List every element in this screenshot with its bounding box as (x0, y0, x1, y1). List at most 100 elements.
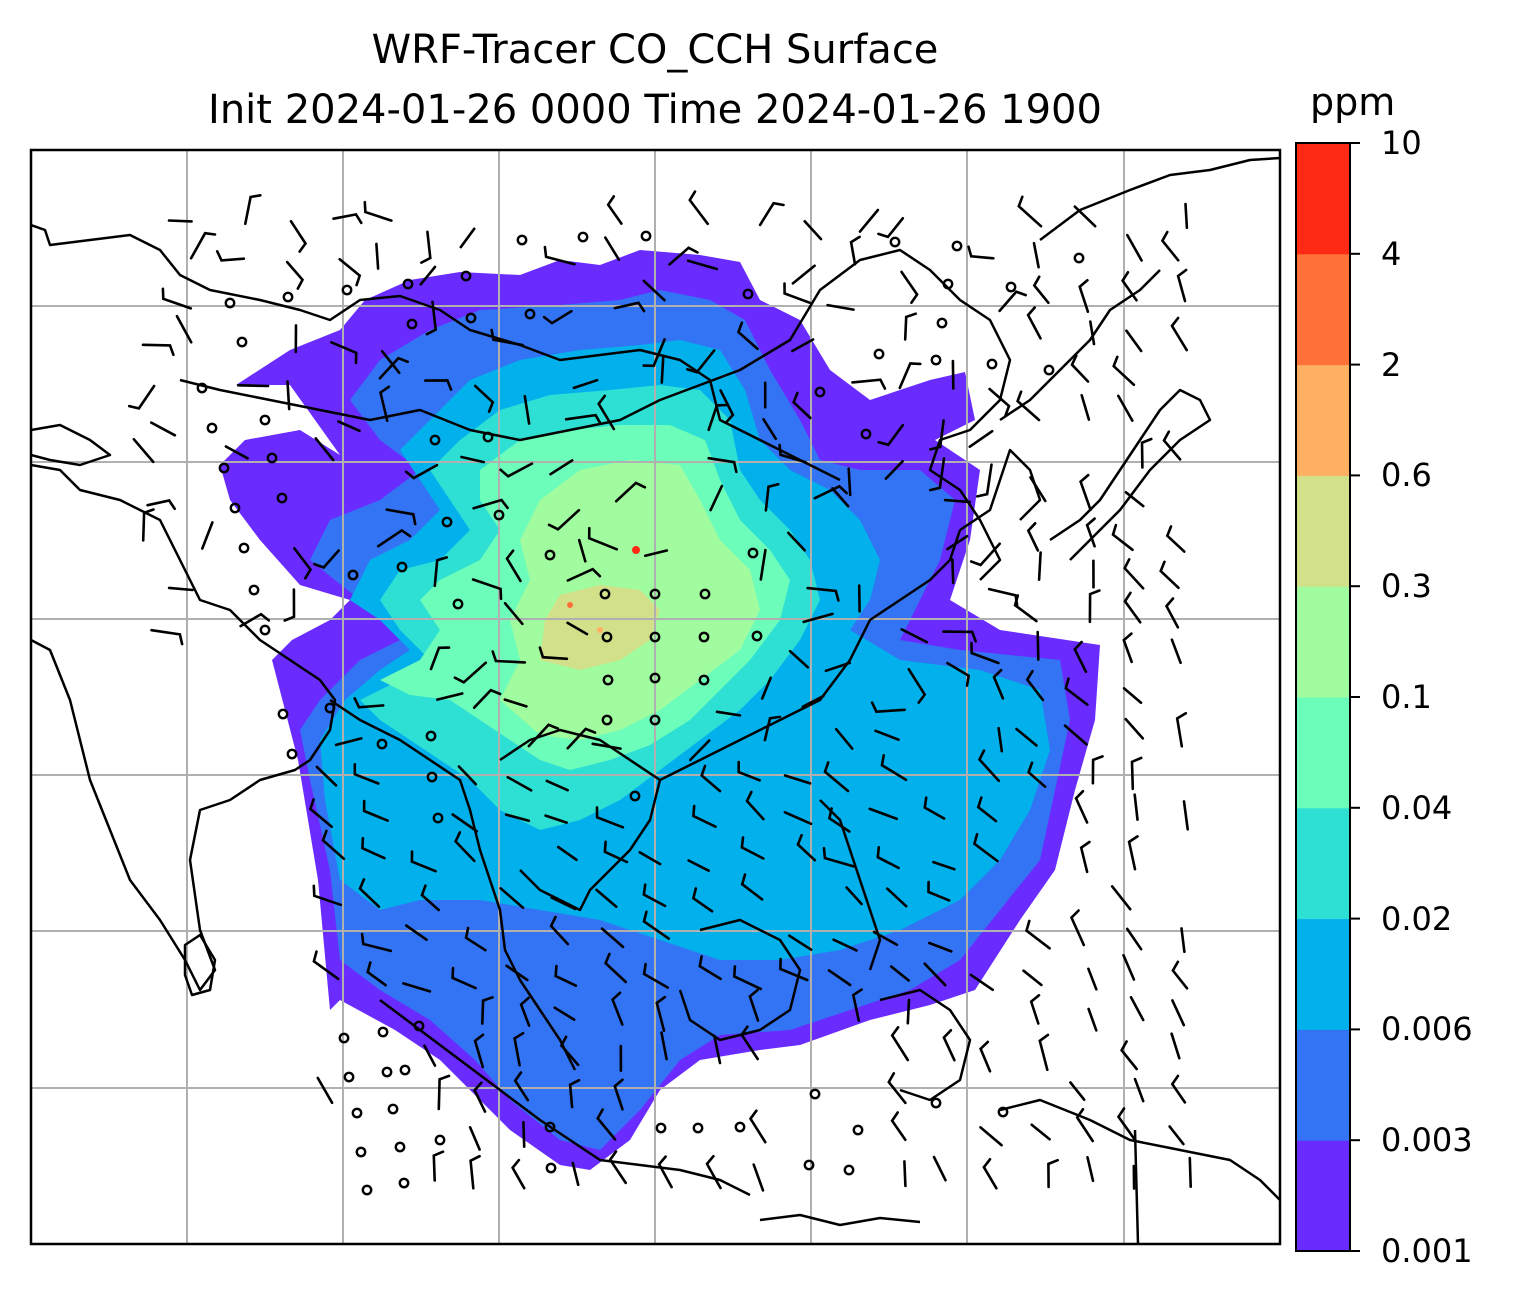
wind-barb (1127, 835, 1139, 871)
wind-barb (375, 242, 380, 270)
wind-barb (1170, 316, 1188, 352)
wind-barb (1030, 1123, 1051, 1141)
wind-barb (1063, 724, 1088, 746)
wind-barb (566, 621, 589, 636)
wind-barb (762, 418, 778, 441)
wind-barb (1130, 756, 1143, 791)
calm-circle (930, 354, 942, 366)
calm-circle (238, 542, 250, 554)
wind-barb (1170, 1032, 1181, 1060)
wind-barb (308, 798, 333, 828)
wind-barb (642, 279, 666, 302)
wind-barb (614, 481, 647, 503)
calm-circle (377, 1026, 389, 1038)
wind-barb (783, 774, 812, 785)
wind-barb (847, 467, 852, 497)
wind-barb (1168, 1125, 1185, 1146)
wind-barb (542, 309, 573, 325)
wind-barb (522, 1120, 526, 1148)
wind-barb (1070, 354, 1090, 383)
wind-barb (1087, 1007, 1098, 1032)
calm-circle (341, 284, 353, 296)
calm-circle (282, 291, 294, 303)
calm-circle (852, 1124, 864, 1136)
wind-barb (826, 303, 855, 311)
wind-barb (1133, 793, 1139, 821)
calm-circle (196, 382, 208, 394)
wind-barb (877, 217, 905, 239)
wind-barb (366, 961, 387, 987)
wind-barb (175, 314, 193, 344)
wind-barb (764, 482, 780, 512)
wind-barb (946, 661, 971, 687)
wind-barb (549, 459, 574, 476)
wind-barb (1160, 230, 1180, 262)
wind-barb (876, 846, 900, 870)
colorbar-segment (1296, 807, 1350, 920)
wind-barb (332, 212, 363, 225)
calm-circle (361, 1184, 373, 1196)
wind-barb (547, 508, 581, 531)
wind-barb (796, 833, 817, 862)
wind-barb (459, 227, 476, 249)
wind-barb (505, 549, 522, 583)
wind-barb (464, 926, 487, 952)
calm-circle (425, 730, 437, 742)
wind-barb (604, 236, 621, 261)
wind-barb (788, 649, 810, 669)
calm-circle (544, 1121, 556, 1133)
calm-circle (398, 1177, 410, 1189)
wind-barb (740, 873, 764, 901)
wind-barb (972, 832, 999, 863)
wind-barb (312, 950, 340, 981)
calm-circle (413, 1020, 425, 1032)
wind-barb (928, 457, 946, 492)
wind-barb (314, 437, 335, 462)
wind-barb (748, 1109, 767, 1144)
calm-circle (860, 428, 872, 440)
wind-barb (655, 995, 667, 1032)
wind-barb (404, 924, 428, 941)
wind-barb (1079, 473, 1092, 512)
wind-barb (473, 1033, 485, 1069)
wind-barb (293, 547, 313, 580)
wind-barb (613, 301, 646, 313)
wind-barb (877, 423, 905, 447)
calm-circle (434, 1134, 446, 1146)
calm-circle (259, 414, 271, 426)
wind-barb (1025, 919, 1051, 950)
wind-barb (550, 896, 577, 911)
wind-barb (1091, 755, 1104, 785)
wind-barb (603, 840, 629, 864)
colorbar-segment (1296, 364, 1350, 476)
wind-barb (1171, 999, 1186, 1027)
wind-barb (215, 250, 246, 262)
wind-barb (1080, 393, 1091, 421)
wind-barb (1182, 800, 1189, 831)
wind-barb (600, 927, 625, 949)
wind-barb (362, 799, 389, 822)
wind-barb (752, 1163, 765, 1192)
calm-circle (276, 492, 288, 504)
wind-barb (976, 796, 998, 823)
calm-circle (324, 702, 336, 714)
calm-circle (655, 1122, 667, 1134)
calm-circle (942, 278, 954, 290)
calm-circle (629, 790, 641, 802)
wind-barb (315, 765, 338, 787)
wind-barb (1022, 969, 1043, 987)
wind-barb (668, 246, 699, 266)
wind-barb (763, 715, 782, 742)
wind-barb (553, 1006, 576, 1021)
wind-barb (858, 208, 880, 233)
wind-barb (1111, 523, 1134, 552)
wind-barb (167, 586, 194, 592)
wind-barb (660, 354, 665, 384)
calm-circle (1043, 364, 1055, 376)
wind-barb (822, 846, 855, 868)
calm-circle (544, 549, 556, 561)
wind-barb (423, 1044, 437, 1067)
wind-barb (1184, 202, 1189, 230)
wind-barb (469, 1154, 481, 1190)
